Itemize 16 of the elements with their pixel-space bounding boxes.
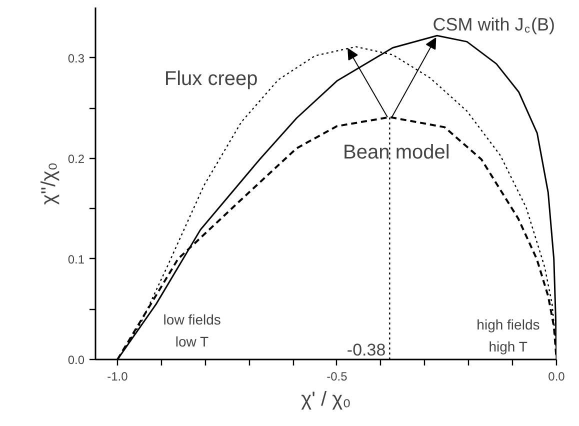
y-tick-label: 0.1 — [68, 252, 85, 266]
series-label: Bean model — [343, 141, 450, 164]
x-axis-title: χ' / χ₀ — [301, 388, 351, 410]
series-label: Flux creep — [164, 68, 258, 90]
x-tick-label: -0.5 — [326, 370, 348, 384]
annotation: high T — [488, 338, 528, 354]
annotation: low T — [175, 334, 210, 350]
annotation: high fields — [476, 316, 540, 332]
annotation: low fields — [163, 312, 221, 328]
x-tick-label: -1.0 — [107, 370, 128, 384]
y-axis-title: χ''/χ₀ — [38, 162, 60, 205]
y-tick-label: 0.0 — [68, 353, 85, 367]
y-tick-label: 0.3 — [68, 51, 85, 66]
y-tick-label: 0.2 — [68, 152, 85, 166]
annotation: -0.38 — [346, 340, 386, 360]
x-tick-label: 0.0 — [548, 370, 566, 384]
